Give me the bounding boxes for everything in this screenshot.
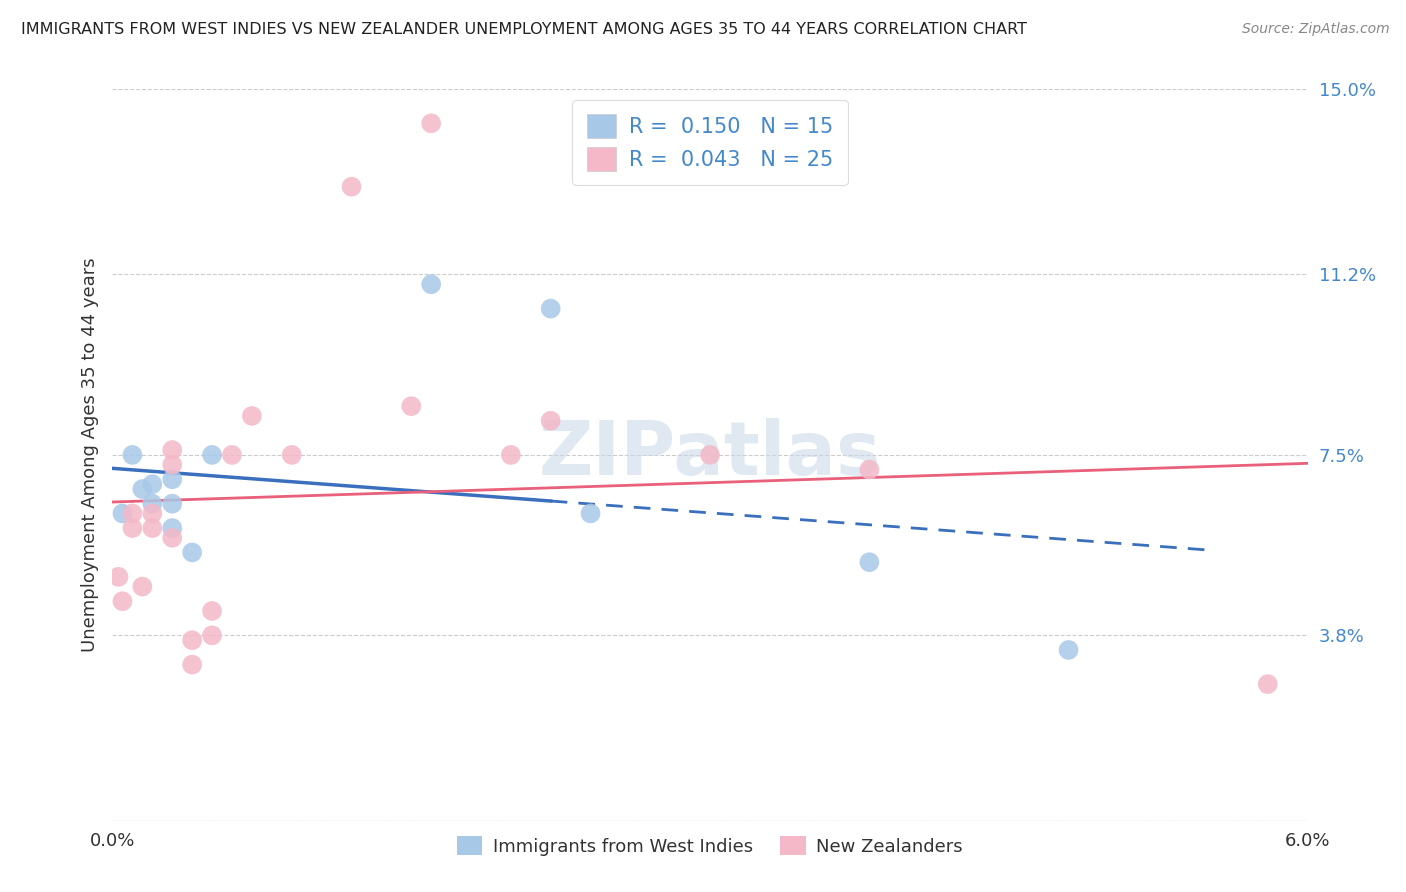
Point xyxy=(162,497,183,511)
Point xyxy=(111,594,134,608)
Point xyxy=(107,570,129,584)
Point xyxy=(181,545,204,559)
Point xyxy=(420,116,443,130)
Point xyxy=(540,301,562,316)
Point xyxy=(699,448,721,462)
Point xyxy=(131,482,153,496)
Text: Source: ZipAtlas.com: Source: ZipAtlas.com xyxy=(1241,22,1389,37)
Point xyxy=(221,448,243,462)
Point xyxy=(420,277,443,292)
Point xyxy=(181,657,204,672)
Point xyxy=(141,497,163,511)
Y-axis label: Unemployment Among Ages 35 to 44 years: Unemployment Among Ages 35 to 44 years xyxy=(80,258,98,652)
Point xyxy=(141,521,163,535)
Point xyxy=(162,521,183,535)
Point xyxy=(162,472,183,486)
Text: ZIPatlas: ZIPatlas xyxy=(538,418,882,491)
Point xyxy=(162,458,183,472)
Point xyxy=(579,507,602,521)
Point xyxy=(340,179,363,194)
Point xyxy=(121,507,143,521)
Point xyxy=(1257,677,1279,691)
Point xyxy=(121,448,143,462)
Legend: Immigrants from West Indies, New Zealanders: Immigrants from West Indies, New Zealand… xyxy=(450,829,970,863)
Point xyxy=(540,414,562,428)
Point xyxy=(1057,643,1080,657)
Point xyxy=(162,531,183,545)
Point xyxy=(401,399,423,413)
Point xyxy=(858,462,880,476)
Point xyxy=(131,580,153,594)
Point xyxy=(121,521,143,535)
Point xyxy=(201,448,224,462)
Point xyxy=(111,507,134,521)
Point xyxy=(858,555,880,569)
Point xyxy=(201,604,224,618)
Point xyxy=(181,633,204,648)
Point xyxy=(240,409,263,423)
Point xyxy=(499,448,522,462)
Text: IMMIGRANTS FROM WEST INDIES VS NEW ZEALANDER UNEMPLOYMENT AMONG AGES 35 TO 44 YE: IMMIGRANTS FROM WEST INDIES VS NEW ZEALA… xyxy=(21,22,1028,37)
Point xyxy=(201,628,224,642)
Point xyxy=(162,443,183,458)
Point xyxy=(141,477,163,491)
Point xyxy=(141,507,163,521)
Point xyxy=(281,448,304,462)
